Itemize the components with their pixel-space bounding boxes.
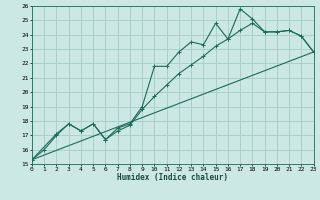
X-axis label: Humidex (Indice chaleur): Humidex (Indice chaleur) xyxy=(117,173,228,182)
